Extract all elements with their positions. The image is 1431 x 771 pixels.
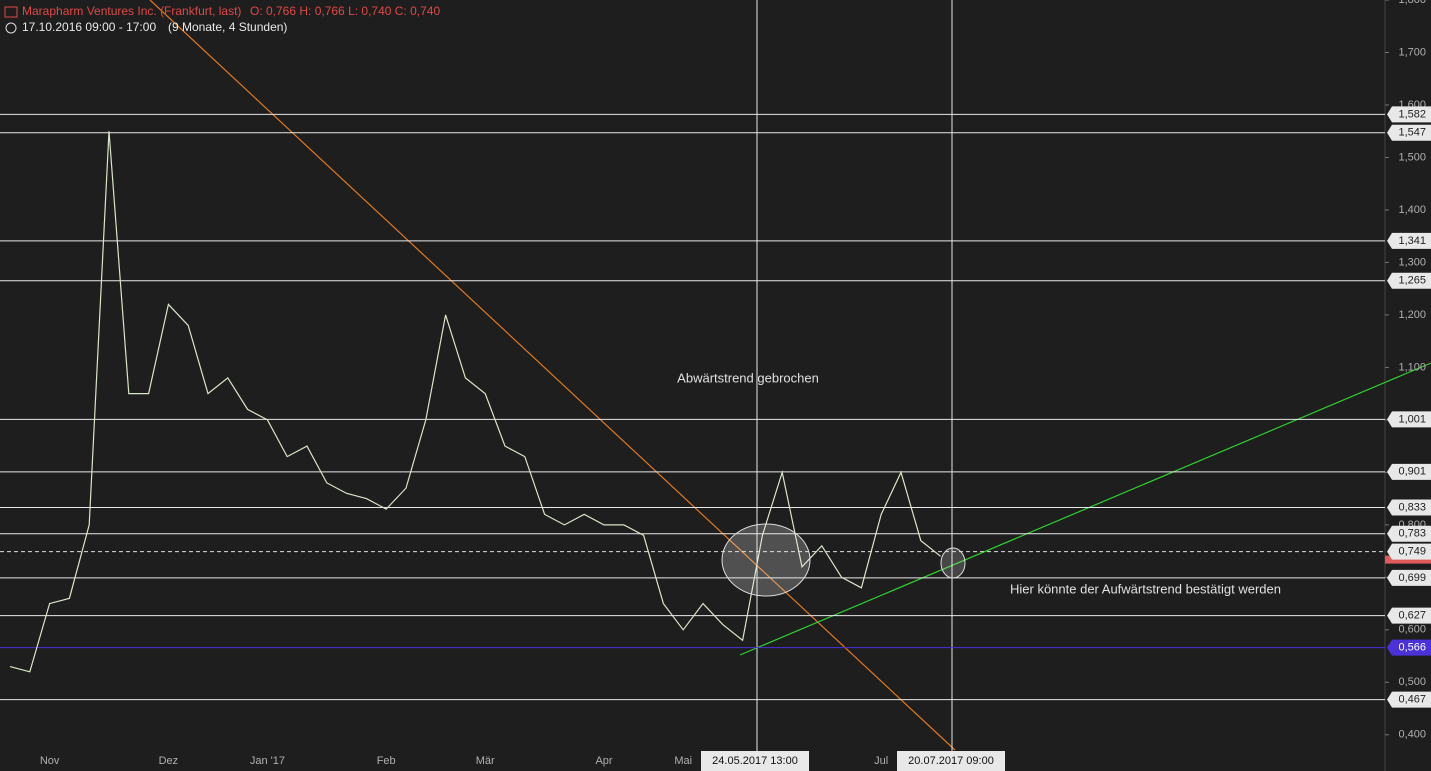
x-tick-label: Jan '17 [250, 755, 285, 767]
y-tick-label: 1,100 [1398, 361, 1426, 373]
level-label: 1,582 [1398, 108, 1426, 120]
clock-icon [5, 22, 17, 34]
instrument: Marapharm Ventures Inc. (Frankfurt, last… [22, 4, 241, 18]
y-tick-label: 0,400 [1398, 729, 1426, 741]
period: 17.10.2016 09:00 - 17:00 [22, 20, 156, 34]
crosshair-label-box [897, 751, 1005, 771]
downtrend-line [149, 0, 956, 751]
ohlc: O: 0,766 H: 0,766 L: 0,740 C: 0,740 [250, 4, 440, 18]
level-label: 1,547 [1398, 127, 1426, 139]
x-tick-label: Jul [874, 755, 888, 767]
x-tick-label: Nov [40, 755, 60, 767]
level-label: 1,265 [1398, 275, 1426, 287]
price-line [9, 131, 941, 673]
level-label: 0,699 [1398, 572, 1426, 584]
level-label: 0,901 [1398, 466, 1426, 478]
x-tick-label: Dez [159, 755, 179, 767]
annotation: Abwärtstrend gebrochen [677, 370, 819, 385]
level-label: 1,341 [1398, 235, 1426, 247]
level-label-box [1387, 543, 1431, 560]
level-label-box [1387, 691, 1431, 708]
icon [4, 6, 18, 18]
level-label-box [1387, 272, 1431, 289]
level-label-box [1387, 639, 1431, 656]
annotation: Hier könnte der Aufwärtstrend bestätigt … [1010, 581, 1281, 596]
x-tick-label: Mär [476, 755, 495, 767]
y-tick-label: 1,800 [1398, 0, 1426, 6]
crosshair-label: 20.07.2017 09:00 [908, 755, 994, 767]
level-label: 0,783 [1398, 528, 1426, 540]
y-tick-label: 1,500 [1398, 151, 1426, 163]
y-tick-label: 0,500 [1398, 676, 1426, 688]
y-tick-label: 0,600 [1398, 624, 1426, 636]
level-label-box [1387, 569, 1431, 586]
span: (9 Monate, 4 Stunden) [168, 20, 287, 34]
level-label: 0,566 [1398, 642, 1426, 654]
uptrend-line [739, 362, 1431, 656]
level-label-box [1387, 463, 1431, 480]
x-tick-label: Feb [377, 755, 396, 767]
level-label: 1,001 [1398, 413, 1426, 425]
highlight-ellipse [721, 523, 811, 597]
crosshair-label: 24.05.2017 13:00 [712, 755, 798, 767]
y-tick-label: 1,300 [1398, 256, 1426, 268]
level-label-box [1387, 106, 1431, 123]
level-label-box [1387, 499, 1431, 516]
level-label-box [1387, 607, 1431, 624]
level-label-box [1387, 411, 1431, 428]
header: Marapharm Ventures Inc. (Frankfurt, last… [4, 4, 440, 34]
level-label: 0,467 [1398, 694, 1426, 706]
level-label: 0,627 [1398, 610, 1426, 622]
level-label: 0,833 [1398, 501, 1426, 513]
level-label: 0,749 [1398, 546, 1426, 558]
x-tick-label: Mai [674, 755, 692, 767]
highlight-ellipse [940, 547, 966, 579]
y-tick-label: 1,700 [1398, 46, 1426, 58]
y-tick-label: 1,200 [1398, 309, 1426, 321]
crosshair-label-box [701, 751, 809, 771]
level-label-box [1387, 232, 1431, 249]
level-label-box [1387, 124, 1431, 141]
level-label-box [1387, 525, 1431, 542]
y-tick-label: 1,400 [1398, 204, 1426, 216]
x-tick-label: Apr [595, 755, 612, 767]
